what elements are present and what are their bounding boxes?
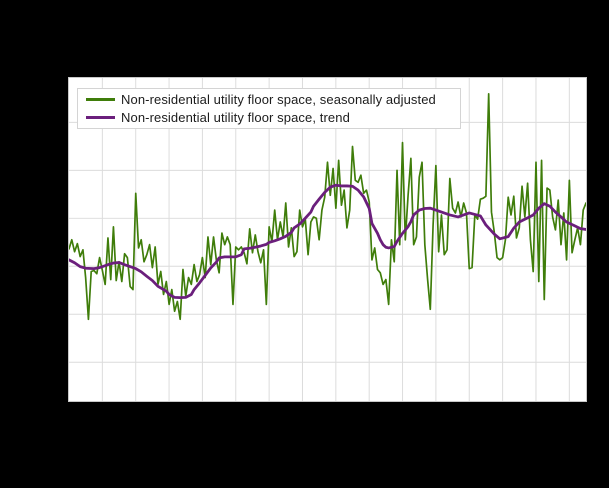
chart-svg	[69, 78, 586, 401]
legend-line-swatch-green	[86, 98, 115, 102]
legend-label: Non-residential utility floor space, tre…	[121, 109, 350, 125]
plot-area: Non-residential utility floor space, sea…	[68, 77, 587, 402]
legend-item-trend: Non-residential utility floor space, tre…	[78, 109, 460, 126]
chart-legend: Non-residential utility floor space, sea…	[77, 88, 461, 129]
legend-item-seasonally-adjusted: Non-residential utility floor space, sea…	[78, 91, 460, 108]
legend-label: Non-residential utility floor space, sea…	[121, 92, 436, 108]
legend-line-swatch-purple	[86, 115, 115, 119]
